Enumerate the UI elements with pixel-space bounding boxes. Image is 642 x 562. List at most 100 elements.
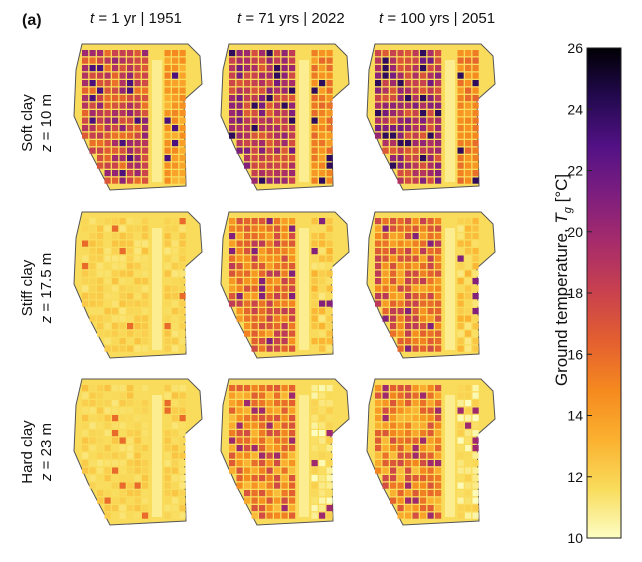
map-cell xyxy=(412,263,419,270)
map-cell xyxy=(229,240,236,247)
map-cell xyxy=(289,445,296,452)
map-cell xyxy=(405,263,412,270)
map-cell xyxy=(104,218,111,225)
map-cell xyxy=(281,445,288,452)
map-cell xyxy=(420,87,427,94)
map-cell xyxy=(134,57,141,64)
map-cell xyxy=(465,415,472,422)
map-cell xyxy=(236,430,243,437)
map-cell xyxy=(251,57,258,64)
map-cell xyxy=(472,415,479,422)
map-cell xyxy=(244,125,251,132)
map-cell xyxy=(134,132,141,139)
map-cell xyxy=(326,345,333,352)
map-cell xyxy=(405,132,412,139)
map-cell xyxy=(236,315,243,322)
map-cell xyxy=(112,65,119,72)
map-cell xyxy=(472,110,479,117)
map-cell xyxy=(229,392,236,399)
map-cell xyxy=(289,278,296,285)
map-cell xyxy=(435,278,442,285)
map-cell xyxy=(274,50,281,57)
map-cell xyxy=(319,255,326,262)
column-title-1951: t = 1 yr | 1951 xyxy=(90,10,182,27)
map-cell xyxy=(266,323,273,330)
map-cell xyxy=(104,407,111,414)
map-cell xyxy=(104,445,111,452)
map-cell xyxy=(457,392,464,399)
map-cell xyxy=(89,132,96,139)
map-cell xyxy=(289,315,296,322)
map-cell xyxy=(97,422,104,429)
map-cell xyxy=(457,140,464,147)
map-cell xyxy=(244,422,251,429)
map-cell xyxy=(435,225,442,232)
map-cell xyxy=(397,110,404,117)
map-cell xyxy=(427,170,434,177)
map-cell xyxy=(112,240,119,247)
map-cell xyxy=(435,497,442,504)
map-cell xyxy=(472,338,479,345)
map-cell xyxy=(127,102,134,109)
map-cell xyxy=(172,125,179,132)
map-cell xyxy=(142,437,149,444)
map-cell xyxy=(319,385,326,392)
map-cell xyxy=(405,233,412,240)
map-cell xyxy=(311,57,318,64)
map-cell xyxy=(119,482,126,489)
map-cell xyxy=(179,95,186,102)
map-cell xyxy=(97,255,104,262)
map-cell xyxy=(266,65,273,72)
map-cell xyxy=(251,392,258,399)
map-cell xyxy=(281,437,288,444)
map-cell xyxy=(311,248,318,255)
map-cell xyxy=(405,497,412,504)
map-cell xyxy=(244,233,251,240)
map-cell xyxy=(164,50,171,57)
map-cell xyxy=(119,102,126,109)
map-cell xyxy=(164,407,171,414)
map-cell xyxy=(164,233,171,240)
shoreline-band xyxy=(445,60,455,182)
map-cell xyxy=(420,407,427,414)
map-cell xyxy=(82,240,89,247)
map-cell xyxy=(435,407,442,414)
map-cell xyxy=(311,155,318,162)
map-cell xyxy=(259,95,266,102)
map-cell xyxy=(427,415,434,422)
map-cell xyxy=(119,445,126,452)
map-cell xyxy=(104,162,111,169)
map-cell xyxy=(104,263,111,270)
map-cell xyxy=(97,278,104,285)
map-cell xyxy=(82,225,89,232)
map-cell xyxy=(112,422,119,429)
map-cell xyxy=(457,338,464,345)
map-cell xyxy=(164,225,171,232)
map-cell xyxy=(435,430,442,437)
map-cell xyxy=(179,233,186,240)
map-cell xyxy=(311,437,318,444)
map-cell xyxy=(457,170,464,177)
map-cell xyxy=(179,345,186,352)
map-cell xyxy=(397,263,404,270)
map-cell xyxy=(457,323,464,330)
map-cell xyxy=(89,255,96,262)
map-cell xyxy=(311,308,318,315)
map-cell xyxy=(465,270,472,277)
map-cell xyxy=(326,57,333,64)
map-cell xyxy=(127,255,134,262)
map-cell xyxy=(89,65,96,72)
map-cell xyxy=(164,177,171,184)
map-cell xyxy=(472,505,479,512)
map-cell xyxy=(412,225,419,232)
map-panel xyxy=(73,43,203,191)
map-cell xyxy=(457,225,464,232)
map-cell xyxy=(281,315,288,322)
map-cell xyxy=(427,467,434,474)
map-cell xyxy=(259,385,266,392)
map-cell xyxy=(435,345,442,352)
map-cell xyxy=(472,225,479,232)
map-cell xyxy=(412,430,419,437)
map-cell xyxy=(119,170,126,177)
